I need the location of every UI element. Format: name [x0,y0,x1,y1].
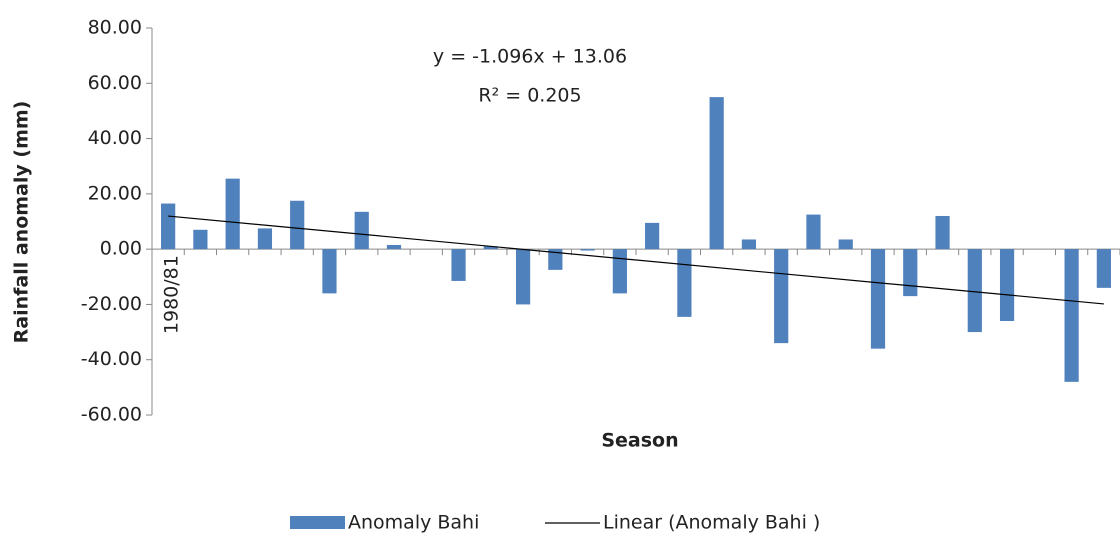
trend-equation: y = -1.096x + 13.06 [433,46,627,68]
bar [193,229,208,250]
bar [451,249,466,281]
bar [774,249,789,344]
bar [515,249,531,305]
y-axis-title: Rainfall anomaly (mm) [11,101,33,344]
bar [1096,249,1111,288]
bar [870,249,886,349]
bar [903,249,918,297]
bar [580,249,595,251]
bar [612,249,627,294]
bar [838,239,853,250]
bar [290,200,305,250]
y-tick-label: 40.00 [88,127,142,149]
bar [806,214,821,250]
y-tick-label: 60.00 [88,72,142,94]
bar [548,249,563,270]
trend-r2: R² = 0.205 [478,85,581,107]
bar [741,239,757,250]
bar [225,178,240,250]
bar [645,222,660,250]
bar [257,228,273,250]
trend-line [168,215,1104,305]
bar [483,246,498,250]
bar [935,215,950,250]
bar [161,203,176,250]
y-tick-label: 20.00 [88,182,142,204]
bar [999,249,1015,322]
bar [1064,249,1079,382]
y-tick-label: -40.00 [81,348,142,370]
bar [677,249,692,317]
bar [354,211,369,250]
legend-label: Linear (Anomaly Bahi ) [603,512,820,534]
y-tick-label: -20.00 [81,293,142,315]
y-tick-label: 80.00 [88,17,142,39]
x-axis-title: Season [601,430,678,452]
bar [322,249,337,294]
bar [386,244,402,250]
x-tick-label: 1980/81 [161,255,183,334]
bar [967,249,982,333]
legend-swatch [290,516,345,529]
y-tick-label: 0.00 [100,238,142,260]
y-tick-label: -60.00 [81,404,142,426]
legend-label: Anomaly Bahi [348,512,479,534]
bar [709,97,724,250]
